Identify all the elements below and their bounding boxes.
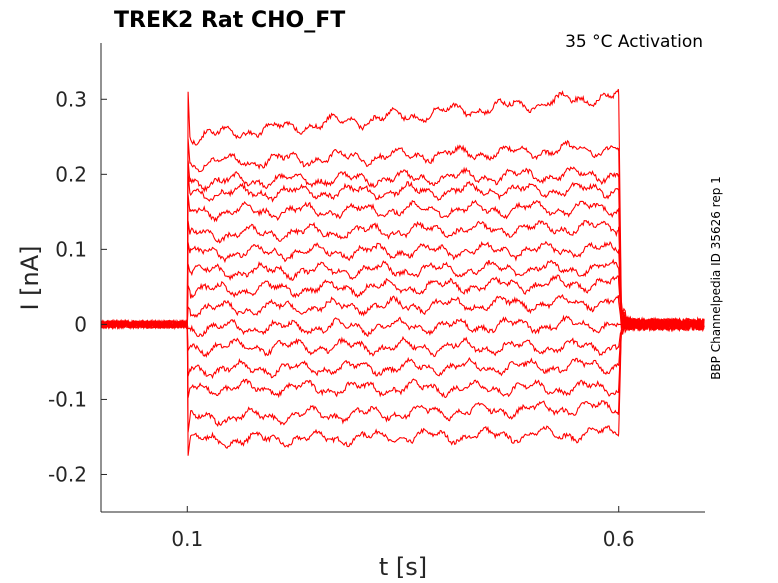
chart-title: TREK2 Rat CHO_FT: [114, 8, 345, 33]
current-trace: [100, 138, 705, 332]
ticks-group: -0.2 -0.1 0 0.1 0.2 0.3 0.1 0.6: [48, 87, 635, 551]
current-trace: [100, 88, 705, 333]
current-trace: [100, 219, 705, 332]
current-trace: [100, 173, 705, 333]
current-trace: [100, 318, 705, 380]
current-trace: [100, 317, 705, 358]
current-trace: [100, 317, 705, 456]
current-trace: [100, 240, 705, 332]
side-label: BBP Channelpedia ID 35626 rep 1: [709, 176, 723, 380]
y-tick-label: 0.2: [55, 162, 87, 186]
current-trace: [100, 274, 705, 332]
current-trace: [100, 316, 705, 399]
y-axis-label: I [nA]: [16, 245, 44, 310]
current-trace: [100, 258, 705, 331]
traces-group: [100, 88, 705, 456]
x-tick-label: 0.1: [171, 527, 203, 551]
y-tick-label: 0.3: [55, 87, 87, 111]
current-trace: [100, 294, 705, 333]
y-tick-label: -0.2: [48, 462, 87, 486]
y-tick-label: 0.1: [55, 237, 87, 261]
x-tick-label: 0.6: [603, 527, 635, 551]
current-trace: [100, 194, 705, 332]
y-tick-label: 0: [74, 312, 87, 336]
current-trace: [100, 160, 705, 333]
chart-subtitle: 35 °C Activation: [565, 32, 703, 52]
current-trace: [100, 317, 705, 433]
x-axis-label: t [s]: [379, 553, 427, 581]
y-tick-label: -0.1: [48, 387, 87, 411]
current-trace: [100, 314, 705, 338]
